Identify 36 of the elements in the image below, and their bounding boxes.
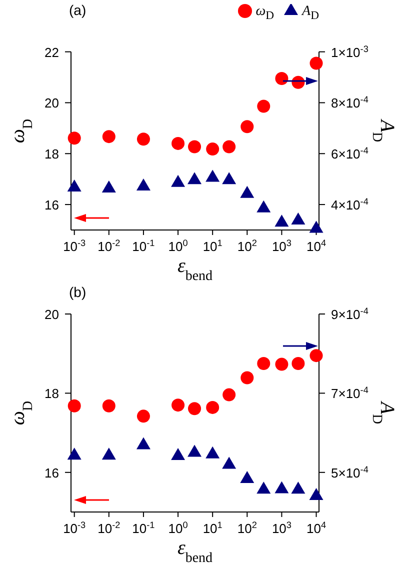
y2-tick-label: 9×10$^{-4}$ [331,306,368,322]
x-tick-label: 10$^{4}$ [306,520,326,536]
x-axis-title: ε$_{bend}$ [177,255,213,284]
chart-title: (b) [69,284,86,300]
x-tick-label: 10$^{0}$ [168,520,188,536]
y-tick-label: 18 [44,146,59,162]
y2-tick-label: 4×10$^{-4}$ [331,196,368,213]
y2-tick-label: 8×10$^{-4}$ [331,94,368,111]
x-tick-label: 10$^{-1}$ [132,238,155,254]
x-tick-label: 10$^{4}$ [306,238,326,254]
y-tick-label: 18 [44,386,59,402]
legend-label: A$_{D}$ [302,4,319,22]
chart-title: (a) [69,2,86,18]
x-tick-label: 10$^{-2}$ [98,520,120,536]
legend-label: ω$_{D}$ [256,4,274,22]
y-tick-label: 20 [44,96,59,111]
y2-tick-label: 5×10$^{-4}$ [331,464,368,480]
y2-tick-label: 6×10$^{-4}$ [331,146,368,162]
x-tick-label: 10$^{2}$ [237,520,257,536]
x-axis-title: ε$_{bend}$ [177,537,213,565]
y2-tick-label: 1×10$^{-3}$ [331,44,368,60]
x-tick-label: 10$^{1}$ [202,238,222,254]
x-tick-label: 10$^{3}$ [272,238,292,254]
x-tick-label: 10$^{-1}$ [132,520,155,536]
y-tick-label: 16 [44,198,59,213]
y-tick-label: 20 [44,307,59,322]
x-tick-label: 10$^{1}$ [202,520,222,536]
x-tick-label: 10$^{3}$ [272,520,292,536]
x-tick-label: 10$^{-2}$ [98,238,120,254]
y-tick-label: 22 [44,44,59,60]
x-tick-label: 10$^{-3}$ [63,520,86,536]
x-tick-label: 10$^{-3}$ [63,238,86,254]
x-tick-label: 10$^{0}$ [168,238,188,254]
x-tick-label: 10$^{2}$ [237,238,257,254]
y-tick-label: 16 [44,465,59,480]
y2-tick-label: 7×10$^{-4}$ [331,385,368,402]
